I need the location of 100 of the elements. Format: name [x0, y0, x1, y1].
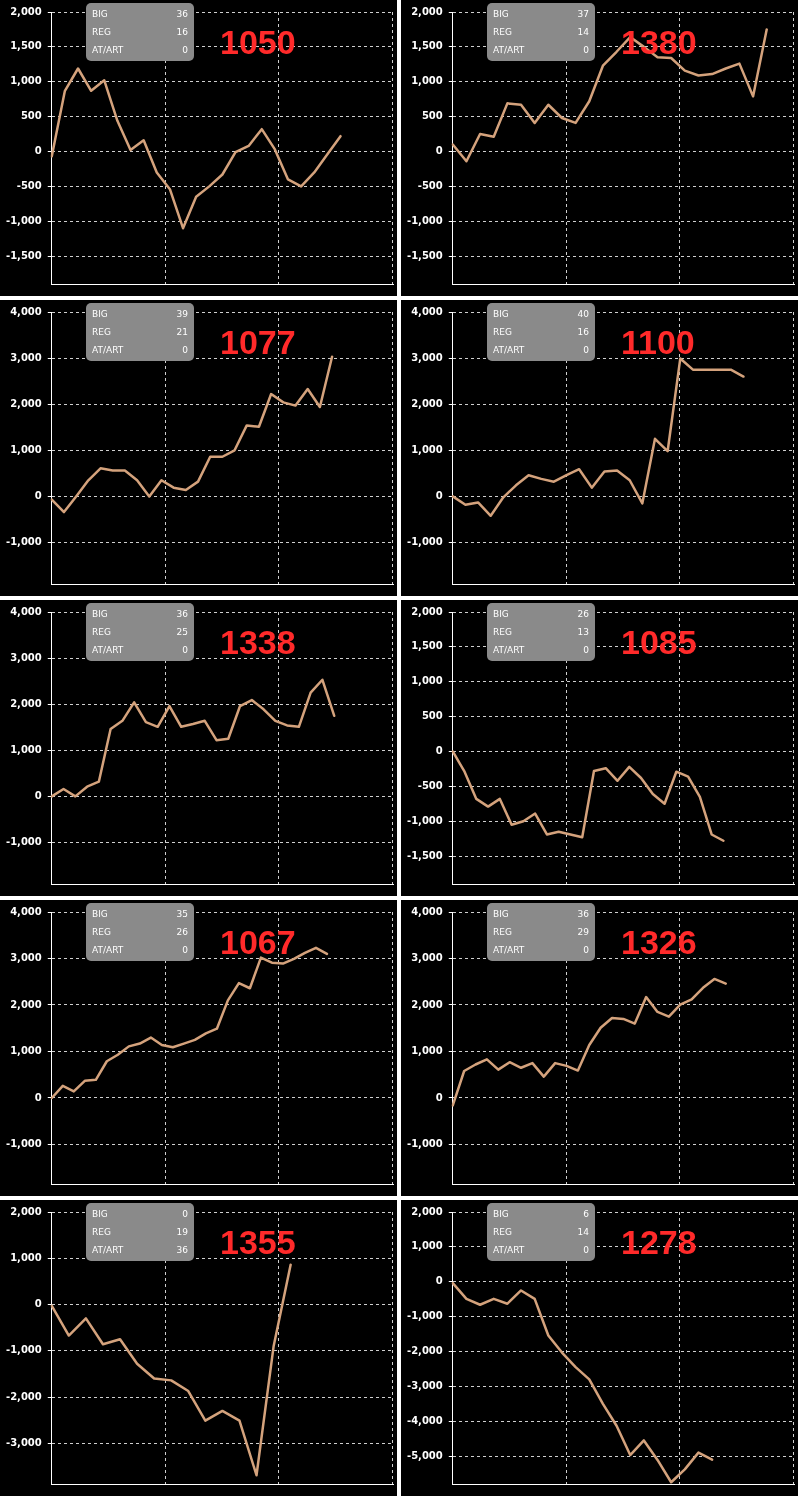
annotation: 40: [577, 308, 589, 321]
y-tick-label: 0: [34, 490, 42, 501]
annotation: BIG: [92, 1208, 108, 1221]
annotation: REG: [493, 1226, 512, 1239]
annotation: AT/ART: [493, 944, 525, 957]
y-tick-label: 2,000: [411, 1205, 443, 1217]
annotation: BIG: [92, 8, 108, 21]
y-tick-label: -1,000: [6, 1344, 42, 1356]
annotation: AT/ART: [92, 644, 124, 657]
y-tick-label: -1,000: [6, 1138, 42, 1150]
annotation: REG: [92, 926, 111, 939]
annotation: AT/ART: [92, 344, 124, 357]
y-tick-label: 0: [34, 790, 42, 801]
y-tick-label: 0: [34, 145, 42, 157]
y-tick-label: 3,000: [411, 952, 443, 964]
y-tick-label: 1,000: [10, 743, 42, 755]
y-tick-label: -4,000: [407, 1414, 443, 1426]
annotation: 0: [182, 644, 188, 657]
y-tick-label: -1,000: [407, 814, 443, 826]
annotation: 19: [176, 1226, 188, 1239]
annotation: 0: [583, 644, 589, 657]
chart-title: 1067: [220, 922, 296, 962]
annotation: AT/ART: [493, 1244, 525, 1257]
y-tick-label: 500: [421, 110, 443, 122]
y-tick-label: 1,500: [411, 640, 443, 652]
chart-title: 1326: [621, 922, 697, 962]
annotation: 21: [176, 326, 188, 339]
annotation: AT/ART: [493, 344, 525, 357]
annotation: 0: [182, 344, 188, 357]
annotation: REG: [493, 326, 512, 339]
y-tick-label: 0: [34, 1298, 42, 1310]
annotation: 0: [583, 944, 589, 957]
y-tick-label: 3,000: [10, 351, 42, 363]
chart-title: 1355: [220, 1222, 296, 1262]
annotation: BIG: [493, 8, 509, 21]
y-tick-label: 4,000: [411, 905, 443, 917]
annotation: REG: [493, 626, 512, 639]
annotation: 0: [182, 1208, 188, 1221]
y-tick-label: -5,000: [407, 1449, 443, 1461]
chart-title: 1278: [621, 1222, 697, 1262]
y-tick-label: 1,000: [411, 1240, 443, 1252]
y-tick-label: -1,500: [407, 849, 443, 861]
y-tick-label: 0: [435, 745, 443, 757]
chart-title: 1077: [220, 322, 296, 362]
annotation: BIG: [493, 1208, 509, 1221]
y-tick-label: 2,000: [10, 1205, 42, 1217]
annotation: BIG: [92, 308, 108, 321]
annotation: 14: [577, 1226, 589, 1239]
annotation: AT/ART: [493, 644, 525, 657]
y-tick-label: 1,000: [10, 1251, 42, 1263]
y-tick-label: -2,000: [407, 1345, 443, 1357]
annotation: BIG: [92, 608, 108, 621]
annotation: 0: [182, 44, 188, 57]
y-tick-label: -1,000: [6, 214, 42, 226]
annotation: 16: [176, 26, 188, 39]
y-tick-label: -1,000: [407, 1310, 443, 1322]
annotation: 37: [577, 8, 589, 21]
annotation: 26: [176, 926, 188, 939]
annotation: AT/ART: [92, 1244, 124, 1257]
annotation: 25: [176, 626, 188, 639]
y-tick-label: 1,500: [411, 40, 443, 52]
y-tick-label: 1,000: [411, 675, 443, 687]
annotation: 14: [577, 26, 589, 39]
annotation: 35: [176, 908, 188, 921]
y-tick-label: 0: [435, 1275, 443, 1287]
y-tick-label: 0: [435, 490, 443, 501]
annotation: 36: [176, 1244, 188, 1257]
annotation: REG: [92, 26, 111, 39]
y-tick-label: -1,000: [407, 1138, 443, 1150]
annotation: 36: [176, 8, 188, 21]
y-tick-label: -3,000: [6, 1436, 42, 1448]
y-tick-label: 2,000: [411, 5, 443, 17]
annotation: 0: [583, 44, 589, 57]
y-tick-label: -1,500: [407, 249, 443, 261]
y-tick-label: 500: [20, 110, 42, 122]
annotation: 36: [176, 608, 188, 621]
y-tick-label: -500: [16, 179, 42, 191]
annotation: AT/ART: [92, 944, 124, 957]
y-tick-label: 4,000: [411, 305, 443, 317]
y-tick-label: 2,000: [411, 998, 443, 1010]
y-tick-label: 0: [435, 1091, 443, 1103]
y-tick-label: 2,000: [10, 697, 42, 709]
y-tick-label: 1,000: [10, 1045, 42, 1057]
y-tick-label: -1,000: [407, 214, 443, 226]
y-tick-label: 2,000: [10, 397, 42, 409]
chart-title: 1085: [621, 622, 697, 662]
y-tick-label: 2,000: [10, 5, 42, 17]
annotation: 0: [583, 1244, 589, 1257]
y-tick-label: -3,000: [407, 1379, 443, 1391]
annotation: BIG: [92, 908, 108, 921]
annotation: 29: [577, 926, 589, 939]
y-tick-label: 4,000: [10, 605, 42, 617]
annotation: AT/ART: [493, 44, 525, 57]
y-tick-label: 2,000: [411, 397, 443, 409]
y-tick-label: 0: [435, 145, 443, 157]
annotation: 6: [583, 1208, 589, 1221]
annotation: 36: [577, 908, 589, 921]
annotation: 39: [176, 308, 188, 321]
annotation: 16: [577, 326, 589, 339]
y-tick-label: 1,000: [411, 1045, 443, 1057]
